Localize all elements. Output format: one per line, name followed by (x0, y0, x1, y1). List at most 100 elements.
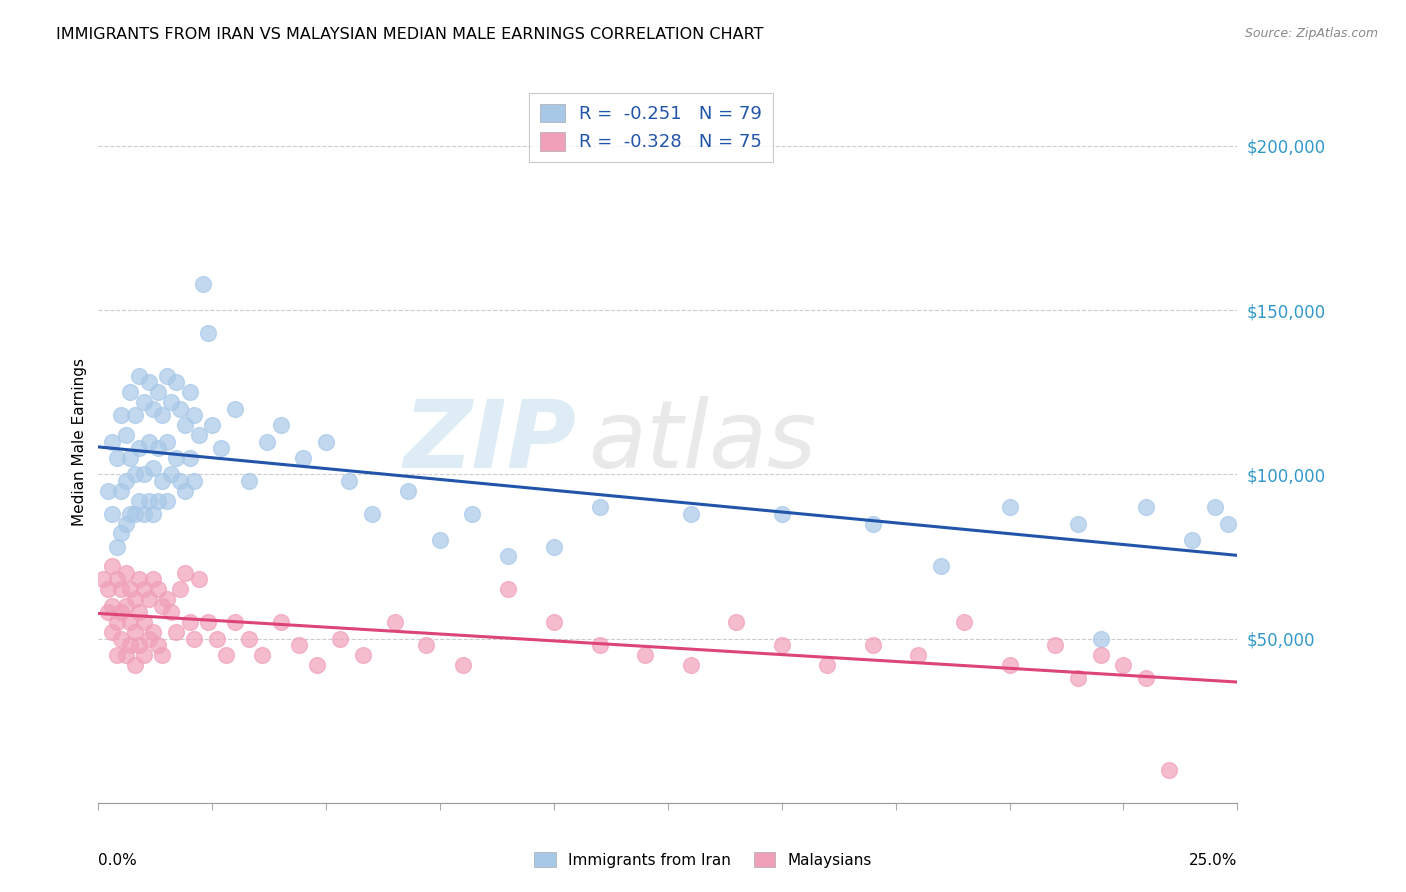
Point (138, 434, 160, 449)
Point (160, 605, 183, 619)
Point (1181, 533, 1204, 547)
Point (461, 507, 484, 521)
Point (114, 566, 136, 580)
Point (156, 434, 179, 449)
Point (132, 615, 155, 630)
Legend: R =  -0.251   N = 79, R =  -0.328   N = 75: R = -0.251 N = 79, R = -0.328 N = 75 (529, 93, 773, 162)
Point (169, 474, 191, 488)
Point (543, 615, 565, 630)
Point (150, 599, 173, 613)
Point (96, 483, 118, 498)
Point (138, 493, 160, 508)
Point (120, 385, 142, 400)
Point (132, 507, 155, 521)
Point (105, 615, 128, 630)
Point (998, 657, 1021, 672)
Point (101, 625, 124, 640)
Text: IMMIGRANTS FROM IRAN VS MALAYSIAN MEDIAN MALE EARNINGS CORRELATION CHART: IMMIGRANTS FROM IRAN VS MALAYSIAN MEDIAN… (56, 27, 763, 42)
Point (1067, 516, 1090, 531)
Point (862, 516, 884, 531)
Point (114, 516, 136, 531)
Point (165, 450, 187, 465)
Point (132, 395, 155, 409)
Point (634, 648, 657, 662)
Point (105, 648, 128, 662)
Text: 0.0%: 0.0% (98, 854, 138, 869)
Point (142, 507, 165, 521)
Y-axis label: Median Male Earnings: Median Male Earnings (72, 358, 87, 525)
Point (588, 500, 610, 515)
Point (187, 573, 209, 587)
Point (1090, 648, 1112, 662)
Legend: Immigrants from Iran, Malaysians: Immigrants from Iran, Malaysians (527, 844, 879, 875)
Point (138, 632, 160, 646)
Point (329, 632, 352, 646)
Point (146, 385, 169, 400)
Point (165, 625, 187, 640)
Point (770, 638, 793, 652)
Point (1090, 632, 1112, 646)
Point (110, 483, 132, 498)
Point (193, 277, 215, 291)
Text: Source: ZipAtlas.com: Source: ZipAtlas.com (1244, 27, 1378, 40)
Point (128, 638, 150, 652)
Point (105, 573, 128, 587)
Point (1043, 638, 1066, 652)
Point (179, 385, 201, 400)
Point (238, 632, 260, 646)
Point (498, 582, 520, 597)
Point (953, 615, 976, 630)
Point (156, 493, 179, 508)
Point (187, 428, 209, 442)
Text: atlas: atlas (588, 396, 817, 487)
Point (183, 409, 205, 423)
Point (174, 418, 197, 433)
Point (132, 467, 155, 482)
Point (110, 632, 132, 646)
Point (120, 450, 142, 465)
Point (360, 507, 382, 521)
Point (110, 409, 132, 423)
Point (156, 592, 179, 607)
Point (270, 615, 292, 630)
Point (169, 582, 191, 597)
Point (114, 474, 136, 488)
Point (105, 540, 128, 554)
Point (156, 368, 179, 383)
Point (315, 434, 337, 449)
Point (307, 657, 329, 672)
Point (142, 573, 165, 587)
Point (725, 615, 748, 630)
Point (179, 450, 201, 465)
Point (929, 559, 952, 574)
Point (1204, 500, 1226, 515)
Point (105, 450, 128, 465)
Point (124, 625, 146, 640)
Point (179, 615, 201, 630)
Point (124, 467, 146, 482)
Point (150, 648, 173, 662)
Point (270, 418, 292, 433)
Point (288, 638, 311, 652)
Point (183, 474, 205, 488)
Point (101, 434, 124, 449)
Point (384, 615, 406, 630)
Point (120, 638, 142, 652)
Point (679, 657, 702, 672)
Point (252, 648, 274, 662)
Point (160, 467, 183, 482)
Point (396, 483, 419, 498)
Point (205, 632, 228, 646)
Point (128, 605, 150, 619)
Point (174, 483, 197, 498)
Point (142, 401, 165, 416)
Point (101, 507, 124, 521)
Point (1135, 671, 1157, 685)
Point (124, 657, 146, 672)
Point (292, 450, 315, 465)
Point (150, 409, 173, 423)
Point (679, 507, 702, 521)
Point (998, 500, 1021, 515)
Point (169, 401, 191, 416)
Point (120, 507, 142, 521)
